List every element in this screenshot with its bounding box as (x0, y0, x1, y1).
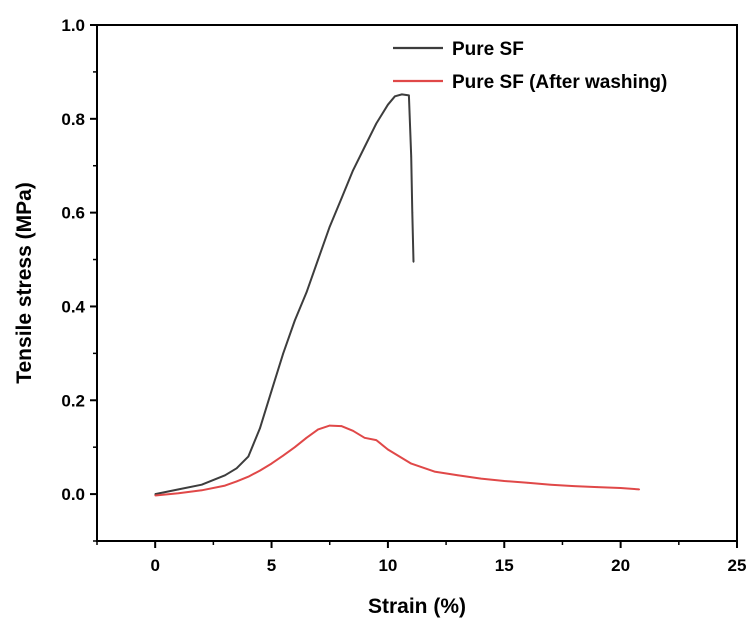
x-tick-label: 15 (495, 556, 514, 575)
x-tick-label: 25 (728, 556, 747, 575)
data-point (235, 467, 238, 470)
series-layer (154, 93, 641, 497)
data-point (247, 455, 250, 458)
data-point (177, 492, 180, 494)
data-point (340, 425, 343, 427)
x-tick-label: 10 (378, 556, 397, 575)
y-axis-ticks: 0.0 0.2 0.4 0.6 0.8 1.0 (61, 16, 97, 542)
plot-frame (96, 24, 738, 542)
x-axis-title: Strain (%) (368, 595, 466, 618)
data-point (573, 485, 575, 487)
data-point (200, 489, 203, 492)
data-point (638, 488, 641, 491)
data-point (317, 428, 319, 431)
data-point (235, 480, 238, 483)
data-point (401, 93, 403, 96)
data-point (387, 448, 389, 451)
data-point (340, 197, 343, 200)
data-point (363, 146, 366, 148)
y-tick-label: 0.8 (61, 110, 85, 129)
x-tick-label: 0 (150, 556, 159, 575)
data-point (619, 487, 622, 489)
data-point (259, 469, 261, 472)
data-point (503, 480, 506, 482)
series-line-0 (155, 93, 415, 496)
y-tick-label: 0.4 (61, 297, 85, 316)
data-point (294, 446, 296, 448)
data-point (317, 258, 319, 261)
data-point (294, 319, 296, 322)
data-point (352, 429, 354, 432)
data-point (375, 439, 378, 441)
data-point (433, 470, 436, 473)
series-line-1 (155, 424, 640, 497)
data-point (394, 95, 396, 98)
data-point (387, 103, 389, 106)
data-point (550, 483, 552, 486)
data-point (410, 155, 412, 158)
data-point (408, 94, 410, 97)
data-point (305, 437, 308, 439)
data-point (259, 427, 261, 430)
data-point (328, 225, 331, 228)
data-point (224, 474, 226, 477)
data-point (363, 437, 366, 439)
data-point (270, 462, 273, 465)
data-point (526, 482, 529, 484)
data-point (200, 483, 203, 486)
y-axis-title: Tensile stress (MPa) (13, 182, 36, 384)
data-point (328, 424, 331, 427)
data-point (282, 454, 284, 457)
data-point (411, 211, 414, 214)
y-tick-label: 0.2 (61, 391, 85, 410)
x-tick-label: 5 (267, 556, 276, 575)
data-point (282, 352, 284, 355)
legend-label-pure-sf: Pure SF (452, 39, 524, 60)
y-tick-label: 1.0 (61, 16, 85, 35)
legend: Pure SF Pure SF (After washing) (393, 39, 667, 93)
x-axis-ticks: 0 5 10 15 20 25 (96, 541, 747, 575)
data-point (224, 484, 226, 487)
data-point (456, 474, 459, 477)
data-point (270, 390, 273, 392)
legend-label-pure-sf-after-washing: Pure SF (After washing) (452, 72, 667, 93)
data-point (352, 169, 354, 172)
data-point (412, 261, 415, 263)
data-point (480, 477, 482, 480)
data-point (177, 488, 180, 491)
data-point (154, 494, 156, 497)
data-point (410, 462, 412, 465)
data-point (247, 475, 250, 478)
data-point (596, 486, 599, 488)
x-tick-label: 20 (611, 556, 630, 575)
y-tick-label: 0.6 (61, 204, 85, 223)
y-tick-label: 0.0 (61, 485, 85, 504)
data-point (305, 291, 308, 294)
data-point (375, 122, 378, 125)
